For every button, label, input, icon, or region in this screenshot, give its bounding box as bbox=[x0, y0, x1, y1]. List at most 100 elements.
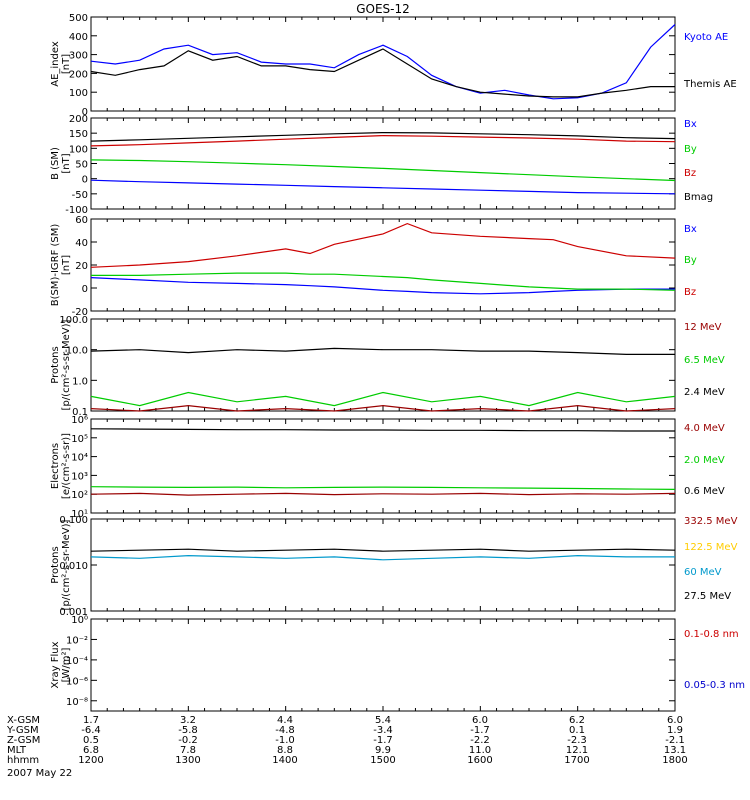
footer-value: 13.1 bbox=[664, 745, 686, 756]
legend-label: Bx bbox=[684, 224, 697, 235]
y-axis-label-line: [nT] bbox=[61, 54, 72, 74]
y-tick-label: -20 bbox=[72, 307, 88, 318]
panel-frame bbox=[90, 618, 676, 712]
panel-frame bbox=[90, 117, 676, 210]
legend-label: Bmag bbox=[684, 192, 713, 203]
y-axis-label: B(SM)-IGRF (SM)[nT] bbox=[50, 224, 72, 307]
y-tick-label: 150 bbox=[69, 129, 88, 140]
legend-label: 12 MeV bbox=[684, 322, 722, 333]
y-axis-label-line: Protons bbox=[50, 546, 61, 583]
y-axis-label: Protons[p/(cm²-s-sr-MeV)] bbox=[50, 519, 72, 610]
y-tick-label: 0.1 bbox=[72, 407, 88, 418]
series-line-2-0-mev bbox=[90, 486, 676, 490]
footer-row-label: hhmm bbox=[7, 755, 39, 766]
series-line-bz bbox=[90, 134, 676, 147]
y-tick-label: 200 bbox=[69, 69, 88, 80]
footer-value: 1500 bbox=[370, 755, 395, 766]
panel-4: 0.11.010.0100.0Protons[p/(cm²-s-sr-MeV)]… bbox=[50, 315, 725, 418]
y-tick-label: 100 bbox=[69, 88, 88, 99]
y-tick-label: 20 bbox=[75, 261, 88, 272]
series-line-by bbox=[91, 272, 676, 291]
series-line-27-5-mev bbox=[90, 548, 676, 552]
y-axis-label-line: [p/(cm²-s-sr-MeV)] bbox=[61, 319, 72, 410]
footer-value: 3.2 bbox=[180, 715, 196, 726]
footer-value: 0.1 bbox=[569, 725, 585, 736]
y-tick-label: 10¹ bbox=[71, 509, 88, 520]
panel-5: 10¹ 10² 10³ 10⁴ 10⁵ 10⁶ Electrons[e/(cm²-s-sr)… bbox=[50, 415, 725, 520]
footer-value: 1200 bbox=[78, 755, 103, 766]
footer-value: 1.7 bbox=[83, 715, 99, 726]
y-tick-label: 0.001 bbox=[59, 607, 88, 618]
series-line-bmag bbox=[90, 131, 676, 142]
footer-value: 6.8 bbox=[83, 745, 99, 756]
footer-value: 8.8 bbox=[277, 745, 293, 756]
y-axis-label: B (SM)[nT] bbox=[50, 147, 72, 180]
footer-value: 4.4 bbox=[277, 715, 293, 726]
y-tick-label: 10⁻⁸ bbox=[66, 697, 88, 708]
panel-frame bbox=[90, 418, 676, 514]
y-axis-label-line: [W/m²] bbox=[61, 647, 72, 682]
y-tick-label: 0 bbox=[82, 175, 88, 186]
footer-value: -1.7 bbox=[470, 725, 490, 736]
footer-value: 11.0 bbox=[469, 745, 491, 756]
y-tick-label: 10.0 bbox=[66, 346, 88, 357]
series-line-bx bbox=[90, 277, 675, 295]
legend-label: Bx bbox=[684, 119, 697, 130]
y-axis-label-line: B(SM)-IGRF (SM) bbox=[50, 224, 61, 307]
legend-label: 6.5 MeV bbox=[684, 355, 725, 366]
legend-label: 332.5 MeV bbox=[684, 516, 738, 527]
legend-label: 0.6 MeV bbox=[684, 486, 725, 497]
footer-value: 1300 bbox=[175, 755, 200, 766]
footer-value: 0.5 bbox=[83, 735, 99, 746]
footer-value: 1.9 bbox=[667, 725, 683, 736]
series-line-bz bbox=[90, 222, 676, 268]
legend-label: 122.5 MeV bbox=[684, 542, 738, 553]
panel-frame bbox=[90, 518, 676, 612]
y-tick-label: 10⁴ bbox=[71, 453, 88, 464]
y-axis-label: Xray Flux[W/m²] bbox=[50, 641, 72, 688]
footer-value: -2.2 bbox=[470, 735, 490, 746]
y-tick-label: -50 bbox=[72, 190, 88, 201]
y-axis-label-line: [p/(cm²-s-sr-MeV)] bbox=[61, 519, 72, 610]
y-axis-label: AE_index[nT] bbox=[50, 41, 72, 87]
y-axis-label-line: [e/(cm²-s-sr)] bbox=[61, 433, 72, 499]
panel-7: 10⁻⁸ 10⁻⁶ 10⁻⁴ 10⁻² 10⁰ Xray Flux[W/m²] 0.1-0.… bbox=[50, 615, 745, 712]
y-axis-label: Protons[p/(cm²-s-sr-MeV)] bbox=[50, 319, 72, 410]
series-line-60-mev bbox=[90, 554, 675, 561]
y-tick-label: 10⁻⁴ bbox=[66, 656, 88, 667]
footer-value: -4.8 bbox=[275, 725, 295, 736]
y-tick-label: 300 bbox=[69, 51, 88, 62]
legend-label: 0.1-0.8 nm bbox=[684, 629, 739, 640]
y-axis-label-line: B (SM) bbox=[50, 147, 61, 180]
panel-1: 0 100 200 300 400 500 AE_index[nT] Kyoto AE Them… bbox=[50, 13, 737, 118]
y-tick-label: 0.100 bbox=[59, 515, 88, 526]
series-line-4-0-mev bbox=[90, 492, 676, 496]
y-tick-label: 10⁻² bbox=[66, 635, 88, 646]
panel-frame bbox=[90, 318, 676, 412]
footer-value: 1400 bbox=[272, 755, 297, 766]
series-line-2-4-mev bbox=[90, 347, 675, 355]
y-tick-label: 100.0 bbox=[59, 315, 88, 326]
footer-value: -3.4 bbox=[373, 725, 393, 736]
legend-label: Kyoto AE bbox=[684, 32, 728, 43]
footer-value: 7.8 bbox=[180, 745, 196, 756]
y-tick-label: 60 bbox=[75, 215, 88, 226]
y-tick-label: 10⁰ bbox=[71, 615, 88, 626]
footer-date: 2007 May 22 bbox=[7, 768, 72, 779]
series-line-by bbox=[90, 159, 676, 182]
footer-value: 12.1 bbox=[566, 745, 588, 756]
legend-label: 2.0 MeV bbox=[684, 455, 725, 466]
footer-row-label: Z-GSM bbox=[7, 735, 40, 746]
footer-value: -6.4 bbox=[81, 725, 101, 736]
series-line-6-5-mev bbox=[90, 391, 676, 407]
footer-value: 1600 bbox=[467, 755, 492, 766]
y-axis-label-line: Xray Flux bbox=[50, 641, 61, 688]
y-tick-label: 0.010 bbox=[59, 561, 88, 572]
y-tick-label: 10² bbox=[71, 490, 88, 501]
series-line-kyoto-ae bbox=[90, 24, 676, 100]
y-tick-label: 200 bbox=[69, 114, 88, 125]
series-line-12-mev bbox=[90, 404, 676, 412]
